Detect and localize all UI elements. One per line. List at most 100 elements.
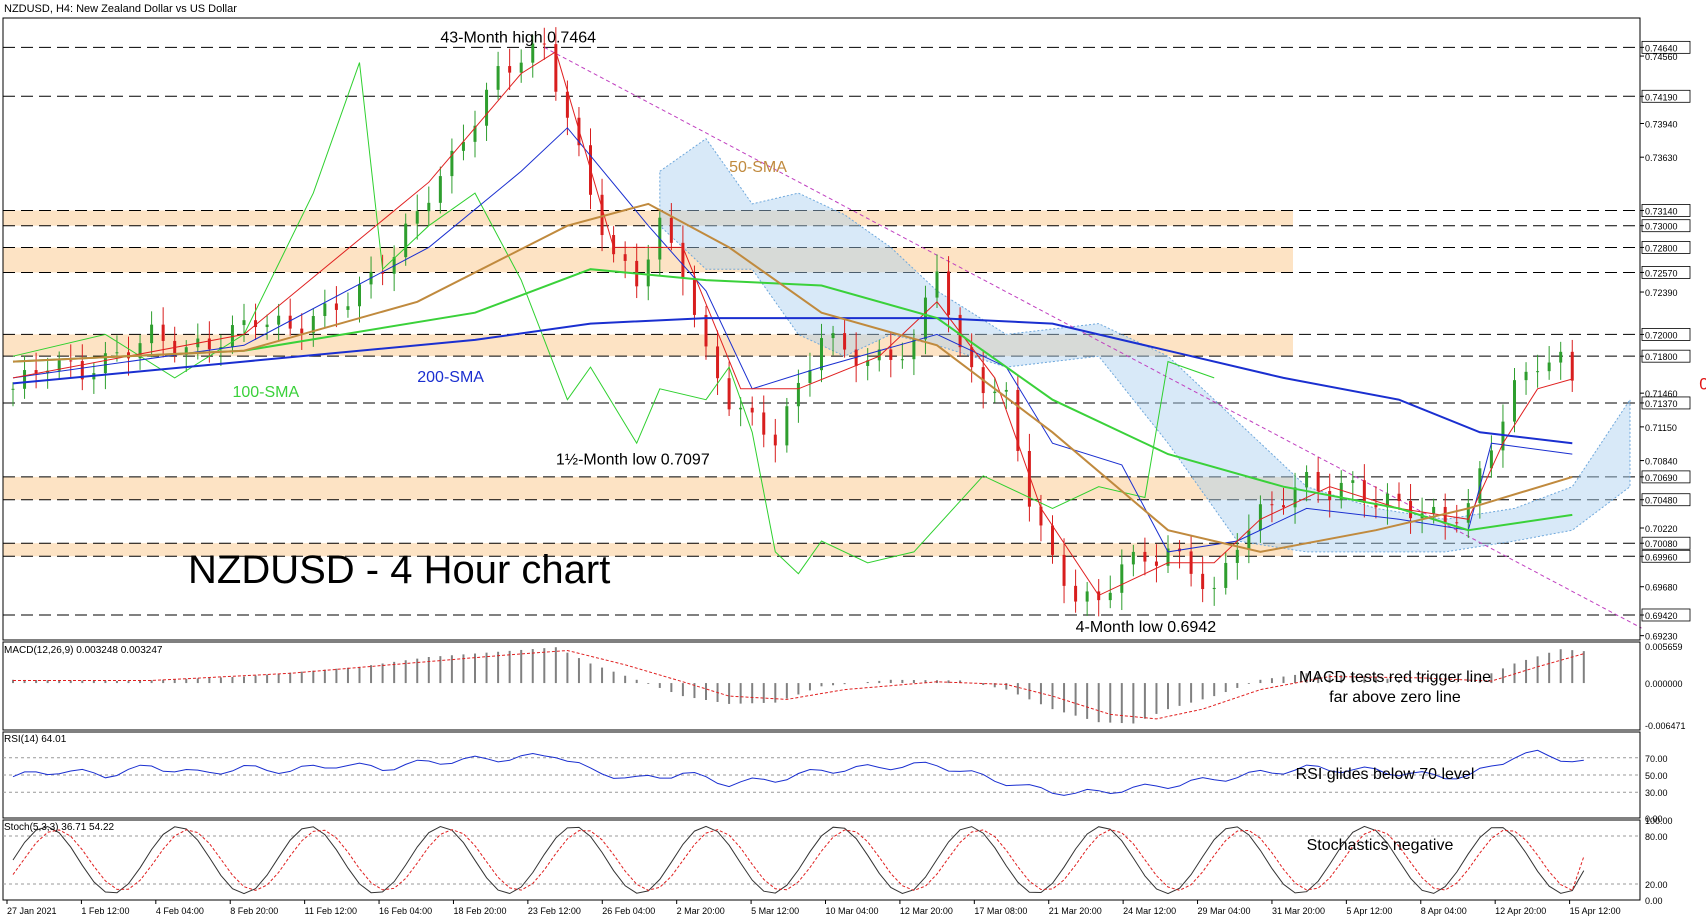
candle-body — [288, 315, 292, 329]
y-tick-label: 0.69680 — [1645, 583, 1678, 593]
candle-body — [69, 360, 73, 362]
y-tick-label: 0.73630 — [1645, 153, 1678, 163]
sma100-line — [12, 268, 1573, 532]
candle-body — [877, 349, 881, 361]
candle-body — [1027, 450, 1031, 507]
candle-body — [1547, 362, 1551, 372]
x-tick-label: 26 Feb 04:00 — [602, 906, 655, 916]
rsi-y-tick-label: 30.00 — [1645, 788, 1668, 798]
candle-body — [161, 324, 165, 341]
stoch-panel-frame — [2, 819, 1641, 901]
candle-body — [704, 314, 708, 347]
chart-annotation: 0.7159 — [1699, 374, 1706, 393]
kijun-sen-line — [12, 127, 1573, 553]
candle-body — [1570, 351, 1574, 381]
candle-body — [1247, 530, 1251, 550]
candle-body — [1143, 551, 1147, 562]
chart-title: NZDUSD - 4 Hour chart — [188, 548, 611, 592]
rsi-y-tick-label: 70.00 — [1645, 754, 1668, 764]
candle-body — [23, 370, 27, 389]
candle-body — [1385, 493, 1389, 508]
stoch-d-line — [12, 829, 1585, 891]
candle-body — [184, 347, 188, 355]
candle-body — [554, 44, 558, 92]
candle-body — [935, 271, 939, 298]
candle-body — [1051, 525, 1054, 555]
y-tick-label: 0.70480 — [1645, 496, 1678, 506]
y-tick-label: 0.70080 — [1645, 539, 1678, 549]
y-tick-label: 0.74190 — [1645, 92, 1678, 102]
candle-body — [1489, 450, 1493, 469]
candle-body — [46, 370, 50, 374]
candle-body — [750, 407, 754, 413]
stoch-y-tick-label: 0.00 — [1645, 896, 1663, 906]
candle-body — [1432, 506, 1436, 514]
candle-body — [277, 315, 281, 325]
y-tick-label: 0.74560 — [1645, 52, 1678, 62]
candle-body — [265, 324, 269, 328]
candle-body — [34, 370, 38, 374]
x-tick-label: 21 Mar 20:00 — [1049, 906, 1102, 916]
candle-body — [323, 303, 327, 317]
chart-annotation: 1½-Month low 0.7097 — [556, 451, 710, 468]
x-tick-label: 15 Apr 12:00 — [1570, 906, 1621, 916]
x-tick-label: 16 Feb 04:00 — [379, 906, 432, 916]
candle-body — [1351, 480, 1355, 483]
rsi-y-tick-label: 0.00 — [1645, 814, 1663, 824]
candle-body — [1339, 482, 1343, 501]
x-tick-label: 8 Apr 04:00 — [1421, 906, 1467, 916]
y-tick-label: 0.71370 — [1645, 399, 1678, 409]
candle-body — [138, 343, 142, 359]
candle-body — [1120, 564, 1124, 593]
candle-body — [1039, 506, 1043, 526]
candle-body — [300, 328, 304, 334]
candle-body — [1282, 505, 1285, 508]
candle-body — [1374, 502, 1378, 508]
candle-body — [415, 211, 419, 224]
x-tick-label: 2 Mar 20:00 — [677, 906, 725, 916]
candle-body — [716, 346, 720, 379]
x-tick-label: 27 Jan 2021 — [7, 906, 57, 916]
candle-body — [866, 360, 870, 366]
candle-body — [808, 370, 812, 383]
macd-panel-frame — [2, 641, 1641, 731]
x-tick-label: 1 Feb 12:00 — [81, 906, 129, 916]
stoch-annotation: Stochastics negative — [1307, 837, 1454, 854]
candle-body — [1409, 501, 1413, 519]
support-resistance-zone — [3, 210, 1293, 226]
candle-body — [1305, 471, 1309, 488]
candle-body — [1224, 562, 1228, 588]
x-tick-label: 31 Mar 20:00 — [1272, 906, 1325, 916]
candle-body — [1235, 549, 1239, 563]
y-tick-label: 0.72000 — [1645, 330, 1678, 340]
tenkan-sen-line — [12, 50, 1573, 597]
candle-body — [1455, 522, 1459, 524]
candle-body — [912, 339, 916, 360]
candle-body — [1258, 504, 1262, 531]
candle-body — [1154, 561, 1158, 566]
candle-body — [900, 359, 904, 361]
support-resistance-zone — [3, 543, 1293, 557]
sma200-line — [12, 317, 1573, 445]
candle-body — [1166, 548, 1170, 566]
main-panel-frame — [2, 17, 1641, 641]
y-tick-label: 0.69420 — [1645, 611, 1678, 621]
candle-body — [565, 91, 569, 118]
stoch-y-tick-label: 20.00 — [1645, 880, 1668, 890]
candle-body — [646, 259, 650, 287]
candle-body — [669, 217, 673, 243]
candle-body — [1466, 503, 1470, 523]
candle-body — [1074, 585, 1078, 602]
candle-body — [542, 43, 546, 45]
x-tick-label: 8 Feb 20:00 — [230, 906, 278, 916]
candle-body — [346, 306, 350, 310]
candle-body — [958, 314, 962, 348]
candle-body — [1397, 493, 1401, 502]
candle-body — [993, 391, 997, 394]
candle-body — [1212, 587, 1216, 590]
x-tick-label: 18 Feb 20:00 — [453, 906, 506, 916]
chart-annotation: 100-SMA — [232, 384, 299, 401]
macd-annotation: MACD tests red trigger line far above zer… — [1299, 669, 1491, 706]
candle-body — [438, 176, 442, 203]
candle-body — [1108, 592, 1112, 601]
